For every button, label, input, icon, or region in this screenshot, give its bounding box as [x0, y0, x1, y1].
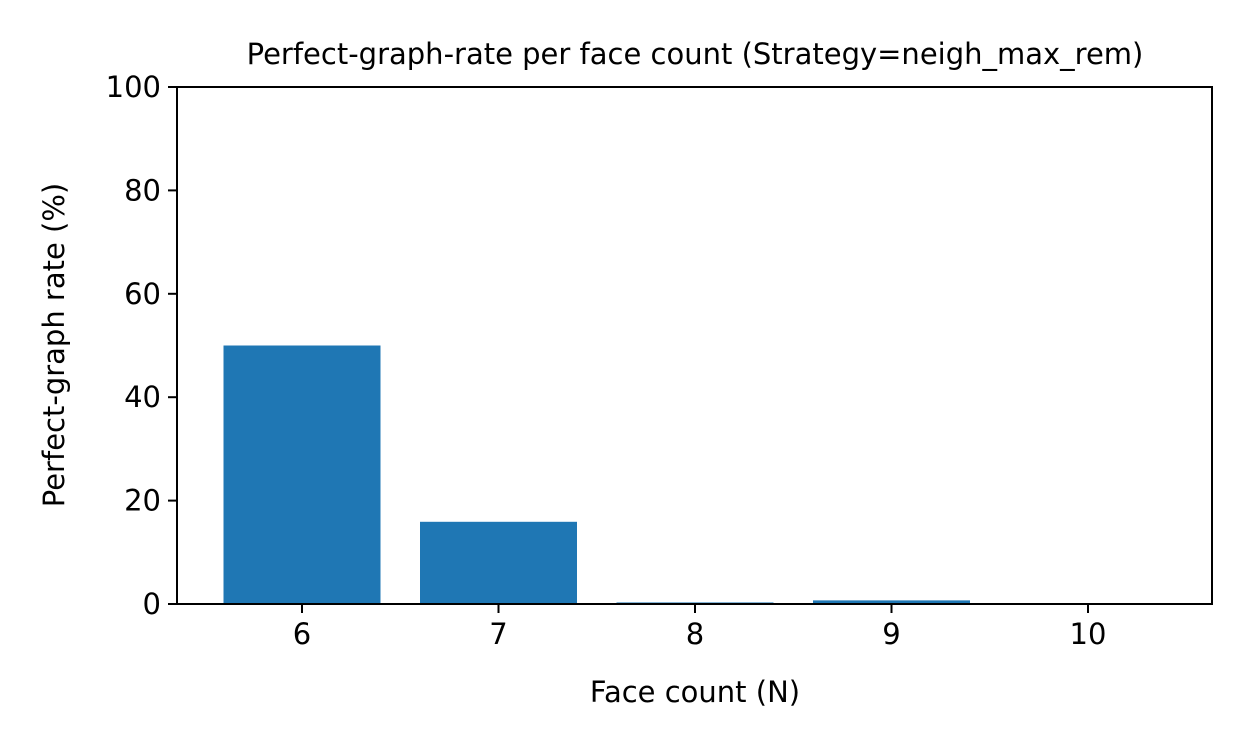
y-tick-label: 60: [124, 277, 161, 311]
bar-9: [813, 600, 970, 604]
y-tick-label: 0: [143, 587, 161, 621]
y-axis-label: Perfect-graph rate (%): [37, 183, 71, 507]
x-tick-label: 10: [1070, 617, 1107, 651]
x-axis: 6 7 8 9 10: [293, 604, 1107, 651]
x-tick-label: 9: [882, 617, 900, 651]
y-axis: 0 20 40 60 80 100: [106, 70, 177, 621]
chart-title: Perfect-graph-rate per face count (Strat…: [247, 37, 1144, 71]
x-axis-label: Face count (N): [590, 675, 800, 709]
y-tick-label: 20: [124, 484, 161, 518]
bar-7: [420, 521, 577, 604]
x-tick-label: 8: [686, 617, 704, 651]
x-tick-label: 6: [293, 617, 311, 651]
x-tick-label: 7: [489, 617, 507, 651]
y-tick-label: 80: [124, 173, 161, 207]
y-tick-label: 100: [106, 70, 161, 104]
bar-6: [223, 345, 381, 604]
y-tick-label: 40: [124, 380, 161, 414]
bars-group: [223, 345, 970, 604]
